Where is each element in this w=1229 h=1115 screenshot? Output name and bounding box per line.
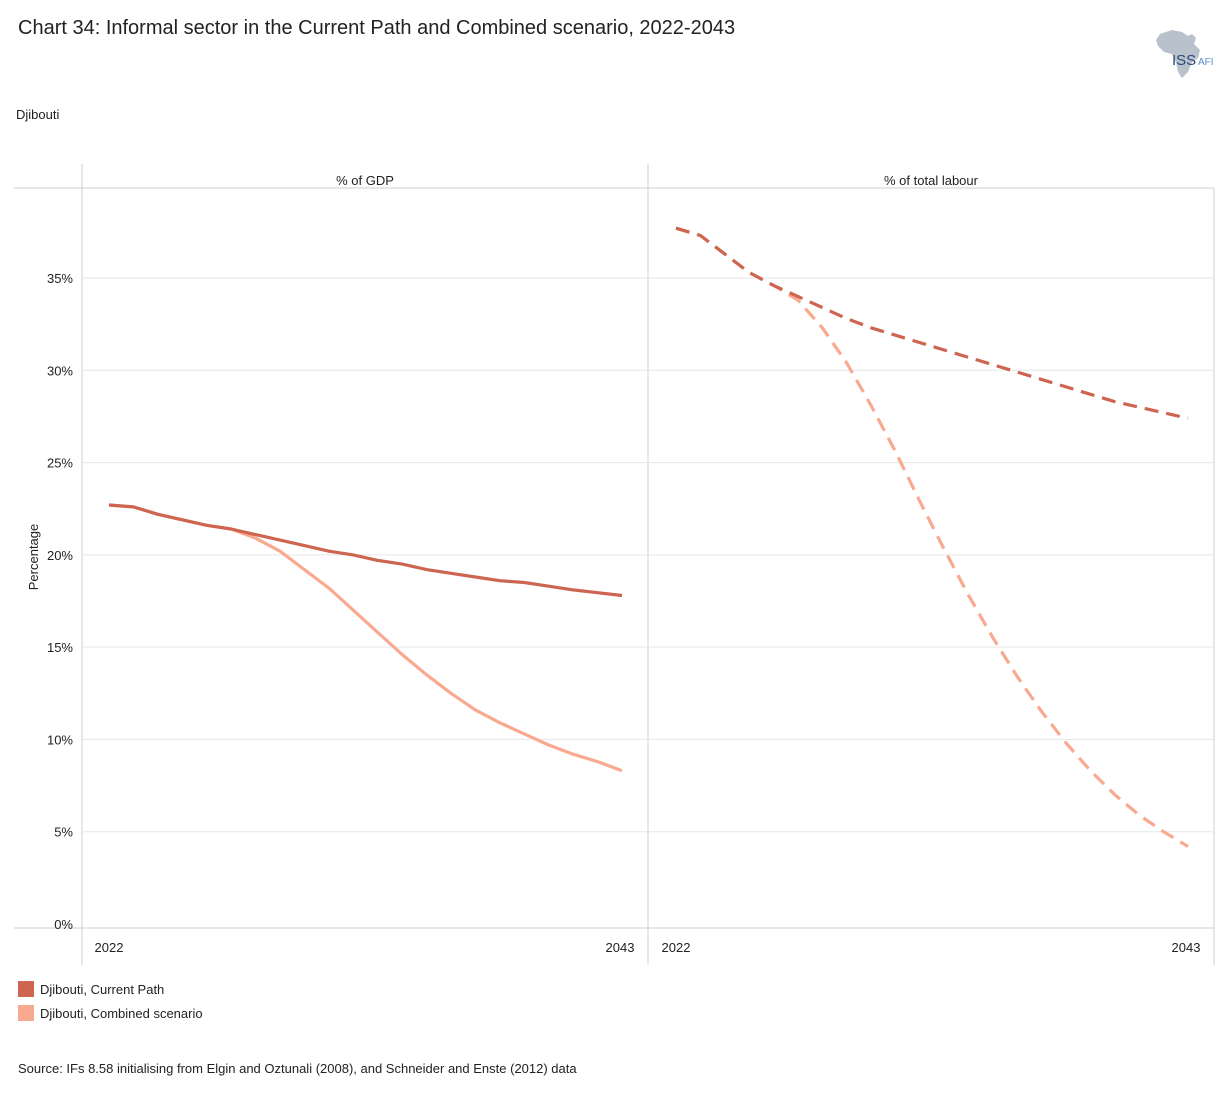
x-tick-label: 2043 [1172, 940, 1201, 955]
series-line-combined-scenario [108, 503, 623, 773]
x-tick-label: 2022 [95, 940, 124, 955]
series-line-current-path [675, 226, 1189, 420]
y-tick-label: 0% [54, 917, 73, 932]
y-tick-label: 15% [47, 640, 73, 655]
legend-item-combined-scenario[interactable]: Djibouti, Combined scenario [18, 1005, 203, 1021]
y-axis-label: Percentage [26, 524, 41, 591]
source-note: Source: IFs 8.58 initialising from Elgin… [18, 1061, 577, 1076]
legend-label-combined-scenario: Djibouti, Combined scenario [40, 1005, 203, 1021]
x-tick-label: 2022 [662, 940, 691, 955]
panel-title: % of GDP [336, 173, 394, 188]
y-tick-label: 10% [47, 732, 73, 747]
y-tick-label: 35% [47, 271, 73, 286]
legend-label-current-path: Djibouti, Current Path [40, 981, 165, 997]
y-tick-label: 5% [54, 825, 73, 840]
legend-swatch-current-path [18, 981, 34, 997]
y-tick-label: 30% [47, 363, 73, 378]
chart-subtitle: Djibouti [16, 107, 60, 122]
x-tick-label: 2043 [606, 940, 635, 955]
logo-text-sub: AFI [1198, 57, 1214, 68]
legend-item-current-path[interactable]: Djibouti, Current Path [18, 981, 164, 997]
iss-africa-logo: ISS AFI [1156, 30, 1214, 78]
logo-text-main: ISS [1172, 52, 1196, 69]
africa-map-icon [1156, 30, 1200, 78]
legend-swatch-combined-scenario [18, 1005, 34, 1021]
panel-title: % of total labour [884, 173, 979, 188]
chart-title: Chart 34: Informal sector in the Current… [18, 17, 736, 39]
y-tick-label: 25% [47, 456, 73, 471]
series-line-combined-scenario [675, 226, 1189, 848]
series-line-current-path [108, 503, 623, 598]
y-tick-label: 20% [47, 548, 73, 563]
